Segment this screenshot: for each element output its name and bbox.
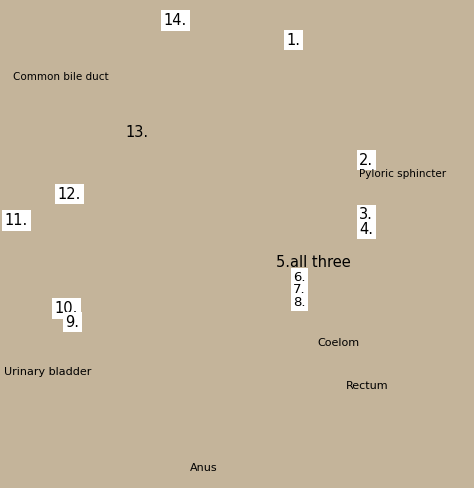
- Text: Pyloric sphincter: Pyloric sphincter: [359, 169, 447, 179]
- Text: Anus: Anus: [190, 464, 218, 473]
- Text: 13.: 13.: [126, 125, 149, 140]
- Text: 9.: 9.: [65, 315, 80, 329]
- Text: Coelom: Coelom: [318, 338, 360, 347]
- Text: 14.: 14.: [164, 13, 187, 28]
- Text: 11.: 11.: [5, 213, 28, 228]
- Text: Rectum: Rectum: [346, 381, 389, 390]
- Text: 3.: 3.: [359, 207, 373, 222]
- Text: 12.: 12.: [58, 187, 81, 202]
- Text: Urinary bladder: Urinary bladder: [4, 367, 91, 377]
- Text: 5.all three: 5.all three: [276, 255, 351, 270]
- Text: 1.: 1.: [287, 33, 301, 47]
- Text: 7.: 7.: [293, 284, 306, 296]
- Text: 8.: 8.: [293, 296, 305, 309]
- Text: 4.: 4.: [359, 222, 374, 237]
- Text: 6.: 6.: [293, 271, 305, 284]
- Text: 2.: 2.: [359, 153, 374, 167]
- Text: 10.: 10.: [55, 301, 78, 316]
- Text: Common bile duct: Common bile duct: [13, 72, 109, 82]
